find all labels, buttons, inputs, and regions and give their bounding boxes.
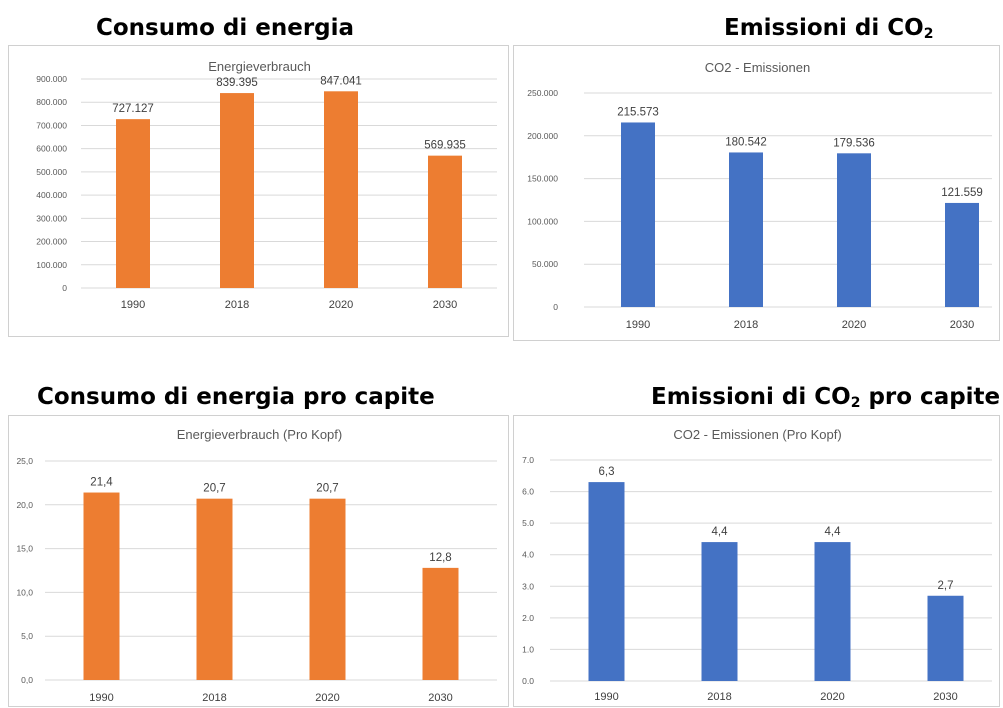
y-tick-label: 15,0 (16, 544, 33, 554)
x-tick-label-2020: 2020 (315, 692, 339, 704)
x-tick-label-2018: 2018 (707, 691, 731, 703)
heading-co2-pc-text: Emissioni di CO (651, 384, 851, 410)
data-label-1990: 215.573 (617, 106, 659, 118)
y-tick-label: 20,0 (16, 500, 33, 510)
chart-title: Energieverbrauch (Pro Kopf) (177, 427, 342, 442)
y-tick-label: 200.000 (36, 237, 67, 247)
bar-2030 (428, 155, 462, 288)
data-label-2030: 121.559 (941, 187, 983, 199)
y-tick-label: 100.000 (36, 260, 67, 270)
y-tick-label: 400.000 (36, 190, 67, 200)
data-label-2030: 2,7 (938, 580, 954, 592)
bar-2020 (324, 91, 358, 289)
y-tick-label: 0 (62, 283, 67, 293)
x-tick-label-2030: 2030 (433, 299, 457, 311)
chart-title: CO2 - Emissionen (Pro Kopf) (673, 427, 841, 442)
x-tick-label-2020: 2020 (820, 691, 844, 703)
bar-2018 (196, 498, 233, 680)
y-tick-label: 300.000 (36, 213, 67, 223)
y-tick-label: 2.0 (522, 613, 534, 623)
bar-2020 (309, 498, 346, 680)
y-tick-label: 600.000 (36, 144, 67, 154)
chart-panel-energy-per-capita: Energieverbrauch (Pro Kopf) 0,0 5,0 10,0 15,… (8, 415, 509, 707)
data-label-2018: 839.395 (216, 77, 258, 89)
y-tick-label: 700.000 (36, 120, 67, 130)
data-label-2020: 4,4 (825, 526, 842, 538)
y-tick-label: 10,0 (16, 587, 33, 597)
x-tick-label-2018: 2018 (734, 319, 758, 331)
bar-1990 (116, 119, 150, 288)
y-tick-label: 50.000 (532, 259, 558, 269)
data-label-2018: 4,4 (712, 526, 729, 538)
x-tick-label-2020: 2020 (842, 319, 866, 331)
bar-2018 (701, 542, 738, 681)
x-tick-label-1990: 1990 (594, 691, 618, 703)
x-tick-label-1990: 1990 (121, 299, 145, 311)
bar-1990 (588, 482, 625, 681)
chart-title: Energieverbrauch (208, 59, 311, 74)
data-label-1990: 6,3 (599, 466, 615, 478)
data-label-2030: 569.935 (424, 140, 466, 152)
y-tick-label: 900.000 (36, 74, 67, 84)
bar-2018 (220, 93, 254, 288)
y-tick-label: 800.000 (36, 97, 67, 107)
chart-panel-co2: CO2 - Emissionen 0 50.000 100.000 150.000 200… (513, 45, 1000, 341)
y-tick-label: 1.0 (522, 644, 534, 654)
y-tick-label: 3.0 (522, 581, 534, 591)
data-label-2020: 179.536 (833, 137, 875, 149)
chart-co2-per-capita: CO2 - Emissionen (Pro Kopf) 0.0 1.0 2.0 3.0 4… (522, 427, 992, 703)
y-tick-label: 500.000 (36, 167, 67, 177)
x-tick-label-2018: 2018 (202, 692, 226, 704)
data-label-2018: 20,7 (203, 483, 225, 495)
bar-2030 (422, 567, 459, 680)
y-tick-label: 0,0 (21, 675, 33, 685)
heading-co2-text: Emissioni di CO (724, 15, 924, 41)
y-tick-label: 5.0 (522, 518, 534, 528)
data-label-2018: 180.542 (725, 136, 767, 148)
chart-panel-energy: Energieverbrauch 0 100.000 200.000 300.000 40… (8, 45, 509, 337)
chart-co2: CO2 - Emissionen 0 50.000 100.000 150.000 200… (527, 60, 992, 331)
bar-2020 (814, 542, 851, 681)
bar-2030 (945, 202, 979, 307)
y-tick-label: 150.000 (527, 174, 558, 184)
bar-1990 (621, 122, 655, 307)
x-tick-label-2018: 2018 (225, 299, 249, 311)
bar-2020 (837, 153, 871, 307)
y-tick-label: 4.0 (522, 550, 534, 560)
data-label-2020: 847.041 (320, 75, 362, 87)
y-tick-label: 100.000 (527, 216, 558, 226)
data-label-2030: 12,8 (429, 552, 451, 564)
y-tick-label: 25,0 (16, 456, 33, 466)
data-label-1990: 21,4 (90, 477, 113, 489)
heading-co2-pc-subscript: 2 (850, 395, 861, 411)
bar-2018 (729, 152, 763, 307)
y-tick-label: 5,0 (21, 631, 33, 641)
y-tick-label: 0.0 (522, 676, 534, 686)
chart-title: CO2 - Emissionen (705, 60, 810, 75)
y-tick-label: 6.0 (522, 487, 534, 497)
y-tick-label: 7.0 (522, 455, 534, 465)
heading-co2: Emissioni di CO2 (724, 15, 933, 42)
y-tick-label: 200.000 (527, 131, 558, 141)
x-tick-label-1990: 1990 (89, 692, 113, 704)
x-tick-label-2030: 2030 (950, 319, 974, 331)
data-label-1990: 727.127 (112, 103, 154, 115)
x-tick-label-2030: 2030 (933, 691, 957, 703)
heading-energy: Consumo di energia (96, 15, 355, 41)
chart-energy-per-capita: Energieverbrauch (Pro Kopf) 0,0 5,0 10,0 15,… (16, 427, 497, 704)
bar-1990 (83, 492, 120, 680)
y-tick-label: 0 (553, 302, 558, 312)
heading-co2-per-capita: Emissioni di CO2 pro capite (651, 384, 1000, 411)
x-tick-label-2020: 2020 (329, 299, 353, 311)
x-tick-label-2030: 2030 (428, 692, 452, 704)
chart-panel-co2-per-capita: CO2 - Emissionen (Pro Kopf) 0.0 1.0 2.0 3.0 4… (513, 415, 1000, 707)
bar-2030 (927, 595, 964, 681)
heading-co2-pc-suffix: pro capite (860, 384, 1001, 410)
x-tick-label-1990: 1990 (626, 319, 650, 331)
chart-energy: Energieverbrauch 0 100.000 200.000 300.000 40… (36, 59, 497, 311)
data-label-2020: 20,7 (316, 483, 338, 495)
y-tick-label: 250.000 (527, 88, 558, 98)
heading-energy-per-capita: Consumo di energia pro capite (37, 384, 435, 410)
heading-co2-subscript: 2 (923, 26, 934, 42)
